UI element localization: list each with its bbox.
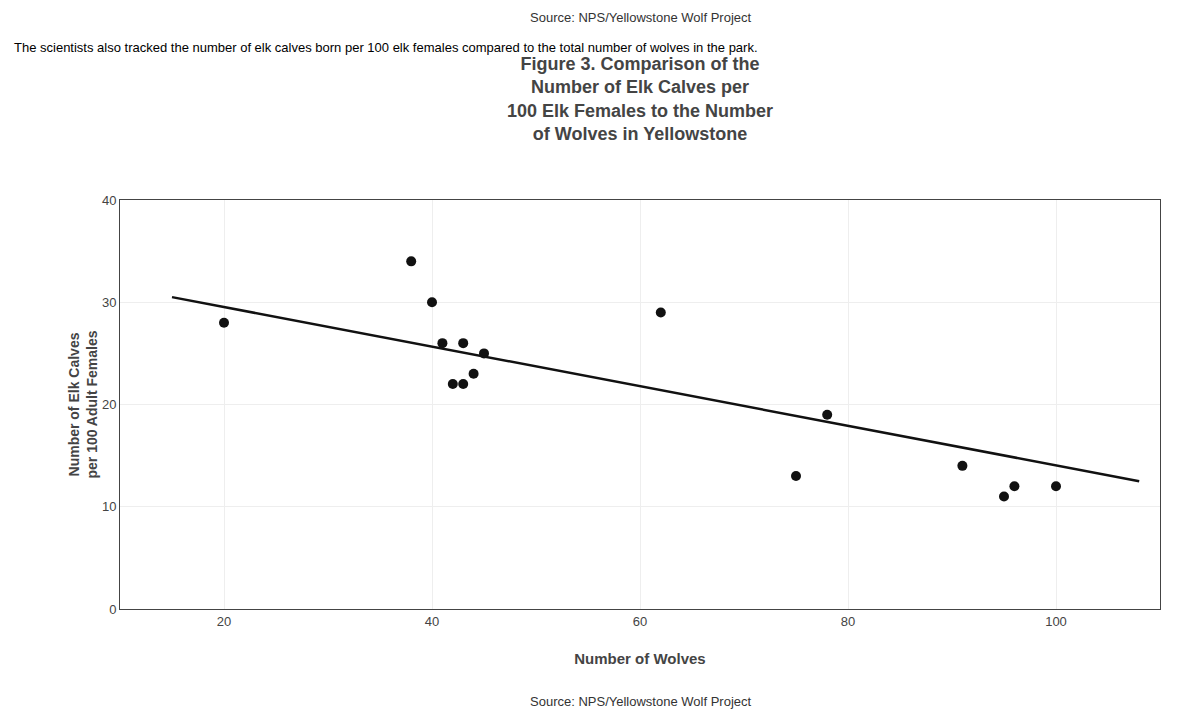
svg-text:20: 20 [102,397,116,412]
svg-text:Source: NPS/Yellowstone Wolf P: Source: NPS/Yellowstone Wolf Project [530,694,751,709]
svg-text:Number of Wolves: Number of Wolves [574,650,705,667]
svg-text:30: 30 [102,295,116,310]
svg-text:Figure 3. Comparison of theNum: Figure 3. Comparison of theNumber of Elk… [507,54,773,144]
svg-text:Number of Elk Calvesper 100 Ad: Number of Elk Calvesper 100 Adult Female… [66,330,100,478]
svg-text:40: 40 [102,193,116,208]
svg-text:Source: NPS/Yellowstone Wolf P: Source: NPS/Yellowstone Wolf Project [530,10,751,25]
svg-text:10: 10 [102,499,116,514]
svg-text:40: 40 [425,614,439,629]
svg-text:20: 20 [217,614,231,629]
svg-text:60: 60 [633,614,647,629]
svg-text:80: 80 [841,614,855,629]
svg-text:0: 0 [109,602,116,617]
svg-text:The scientists also tracked th: The scientists also tracked the number o… [14,40,758,55]
svg-text:100: 100 [1045,614,1067,629]
